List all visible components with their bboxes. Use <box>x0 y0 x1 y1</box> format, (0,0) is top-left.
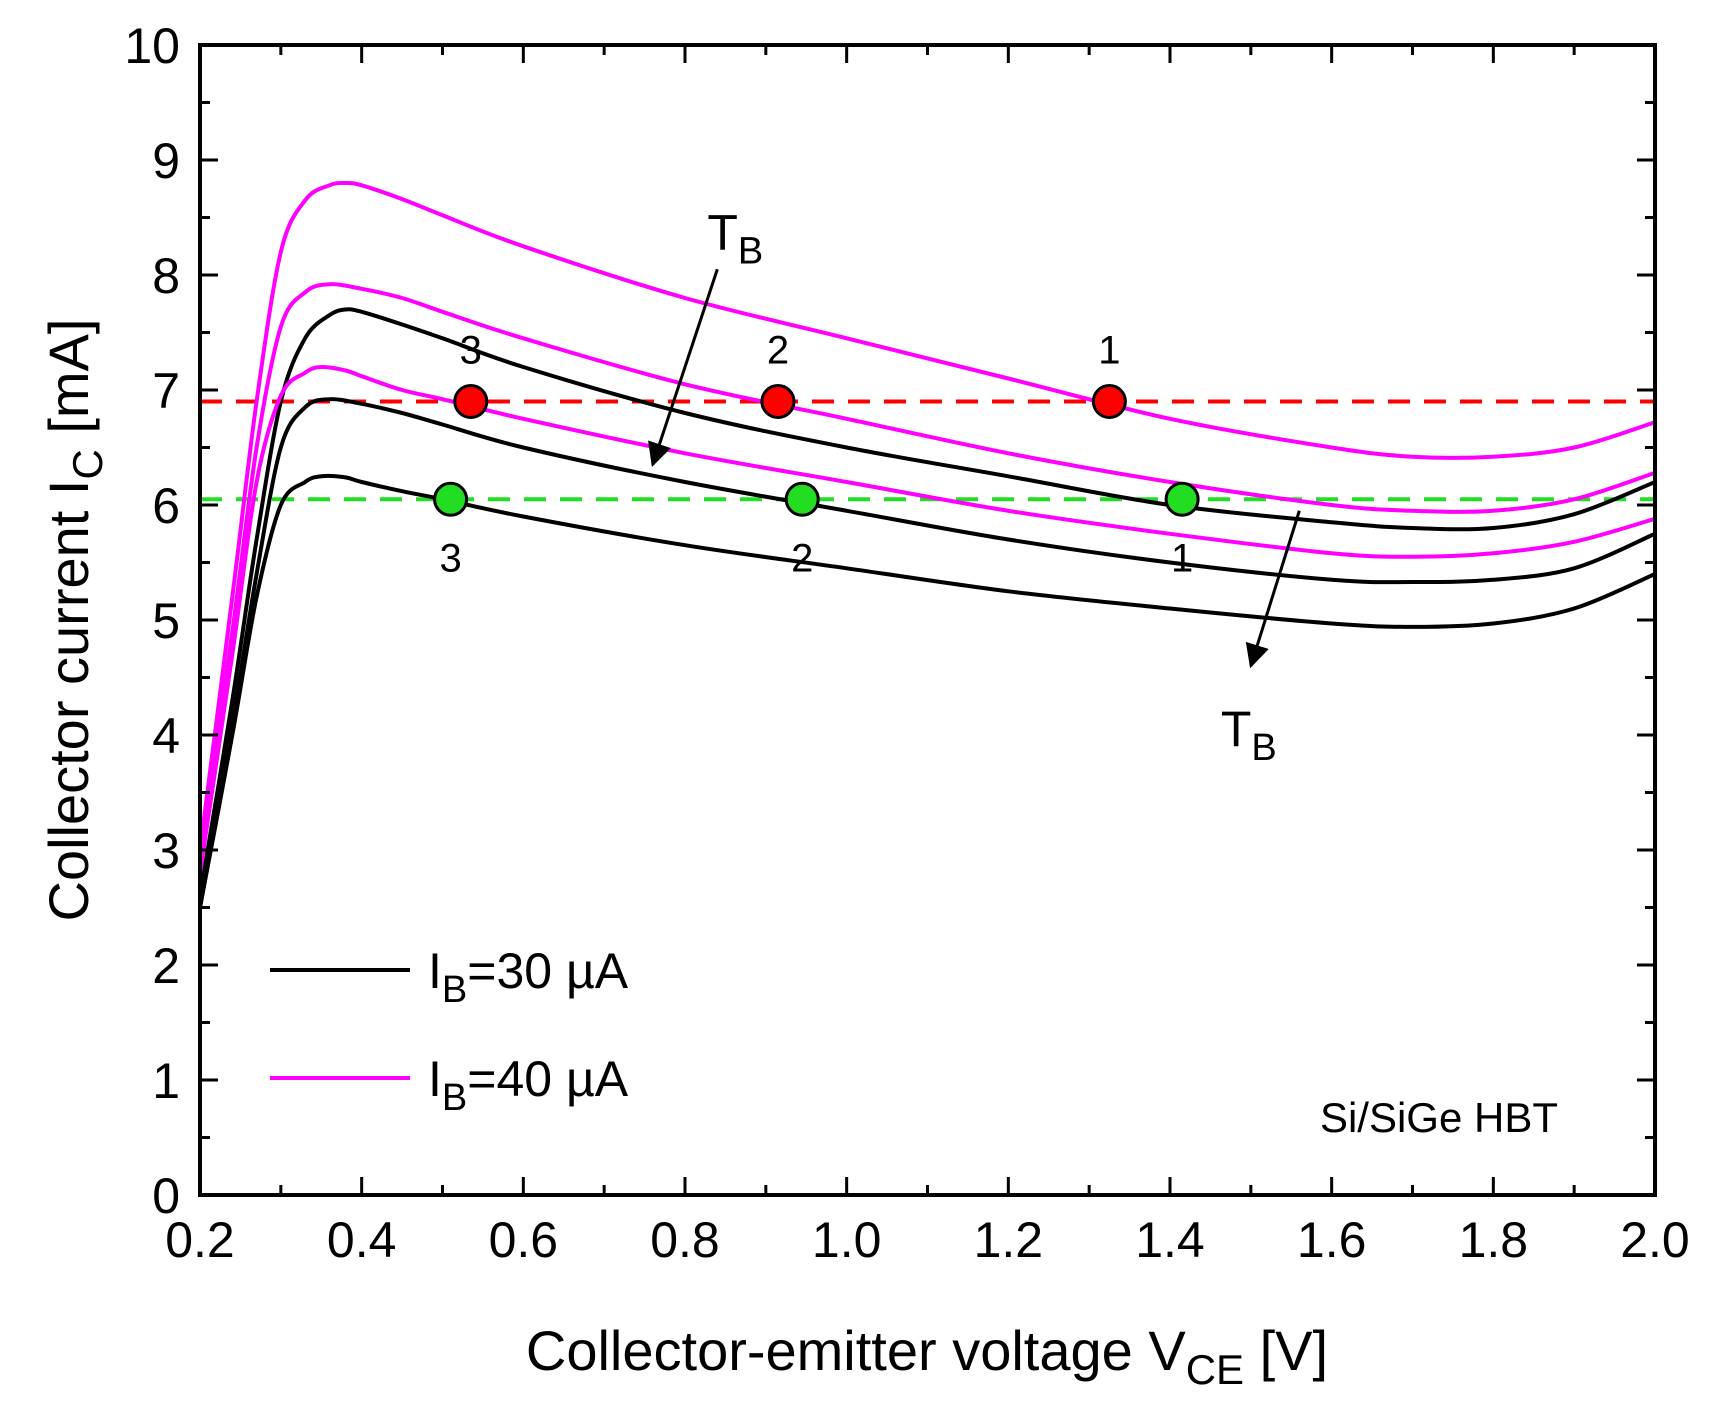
series-line-1 <box>200 397 1655 908</box>
y-tick-label: 3 <box>152 823 180 879</box>
tb-arrow-0 <box>648 268 719 468</box>
marker-label: 1 <box>1171 536 1193 580</box>
marker-layer: 3 2 1 3 2 1 <box>433 329 1200 580</box>
y-tick-label: 10 <box>124 18 180 74</box>
device-annotation: Si/SiGe HBT <box>1320 1094 1558 1141</box>
x-tick-label: 0.8 <box>650 1212 720 1268</box>
y-tick-label: 1 <box>152 1053 180 1109</box>
x-axis-title: Collector-emitter voltage VCE [V] <box>526 1319 1328 1393</box>
y-tick-label: 9 <box>152 133 180 189</box>
x-tick-label: 1.0 <box>812 1212 882 1268</box>
x-tick-label: 2.0 <box>1620 1212 1690 1268</box>
series-line-2 <box>200 473 1655 908</box>
x-tick-label: 1.8 <box>1459 1212 1529 1268</box>
legend: IB=30 µA IB=40 µA <box>270 943 629 1119</box>
legend-label-ib40: IB=40 µA <box>428 1051 629 1119</box>
y-tick-label: 2 <box>152 938 180 994</box>
x-tick-label: 0.2 <box>165 1212 235 1268</box>
marker-label: 3 <box>460 329 482 373</box>
y-tick-label: 7 <box>152 363 180 419</box>
x-tick-label: 0.6 <box>489 1212 559 1268</box>
y-tick-label: 8 <box>152 248 180 304</box>
arrow-layer: TB TB <box>648 204 1301 769</box>
y-tick-label: 4 <box>152 708 180 764</box>
operating-point-marker <box>760 384 796 419</box>
y-axis-title: Collector current IC [mA] <box>37 319 111 922</box>
operating-point-marker <box>1164 481 1200 517</box>
tb-label-0: TB <box>707 204 763 272</box>
series-line-5 <box>200 364 1655 874</box>
series-layer <box>200 180 1655 908</box>
y-tick-label: 0 <box>152 1168 180 1224</box>
tb-label-1: TB <box>1221 701 1277 769</box>
marker-label: 2 <box>767 329 789 373</box>
x-tick-label: 0.4 <box>327 1212 397 1268</box>
x-tick-label: 1.4 <box>1135 1212 1205 1268</box>
operating-point-marker <box>433 481 469 517</box>
series-line-4 <box>200 282 1655 862</box>
reference-lines <box>200 399 1655 502</box>
marker-label: 3 <box>439 536 461 580</box>
y-tick-label: 5 <box>152 593 180 649</box>
legend-label-ib30: IB=30 µA <box>428 943 629 1011</box>
y-tick-label: 6 <box>152 478 180 534</box>
x-tick-label: 1.2 <box>974 1212 1044 1268</box>
tick-layer: 0.2 0.4 0.6 0.8 1.0 1.2 1.4 1.6 1.8 2.0 0 1 2 3 4 5 6 7 8 9… <box>124 18 1689 1268</box>
operating-point-marker <box>784 481 820 517</box>
series-line-3 <box>200 180 1655 851</box>
series-line-0 <box>200 307 1655 897</box>
marker-label: 2 <box>791 536 813 580</box>
tb-arrow-1 <box>1245 510 1301 669</box>
marker-label: 1 <box>1098 329 1120 373</box>
operating-point-marker <box>453 384 489 419</box>
operating-point-marker <box>1091 384 1127 419</box>
x-tick-label: 1.6 <box>1297 1212 1367 1268</box>
